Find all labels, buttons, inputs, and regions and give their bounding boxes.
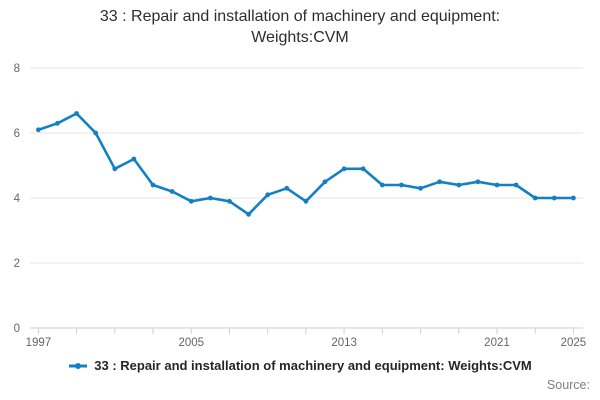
data-point: [74, 111, 79, 116]
chart-title-line1: 33 : Repair and installation of machiner…: [99, 8, 501, 25]
data-point: [360, 166, 366, 172]
x-tick-label: 2005: [178, 337, 204, 349]
data-point: [513, 182, 519, 188]
chart-title: 33 : Repair and installation of machiner…: [0, 6, 600, 48]
data-point: [532, 195, 538, 201]
y-tick-label: 4: [14, 193, 21, 205]
data-point: [379, 182, 385, 188]
data-point: [227, 198, 232, 204]
y-tick-label: 0: [14, 323, 20, 335]
data-point: [284, 185, 290, 191]
data-point: [112, 166, 118, 172]
x-tick-label: 2013: [331, 337, 357, 349]
data-point: [456, 182, 462, 188]
x-tick-label: 2025: [561, 337, 587, 349]
data-point: [571, 195, 576, 201]
y-tick-label: 6: [14, 128, 20, 140]
x-tick-label: 1997: [26, 337, 52, 349]
data-point: [475, 179, 481, 185]
data-point: [437, 179, 442, 185]
line-chart-plot-area: 0 2 4 6 8 1997 2005 2013 2021 2025: [14, 63, 587, 349]
data-point: [150, 182, 156, 188]
legend-line-marker-icon: [69, 362, 88, 369]
y-tick-label: 2: [14, 258, 20, 270]
data-point: [246, 211, 252, 217]
data-point: [188, 198, 194, 204]
legend-item[interactable]: 33 : Repair and installation of machiner…: [68, 358, 532, 373]
data-point: [169, 189, 175, 194]
data-point: [322, 179, 328, 185]
data-point: [494, 182, 500, 188]
data-point: [131, 156, 137, 162]
x-tick-label: 2021: [484, 337, 510, 349]
source-label: Source:: [546, 378, 590, 392]
data-point: [36, 127, 41, 133]
data-point: [551, 195, 557, 201]
data-point: [55, 120, 60, 126]
data-point: [341, 166, 347, 172]
y-tick-label: 8: [14, 63, 20, 75]
legend-label: 33 : Repair and installation of machiner…: [94, 358, 532, 373]
data-point: [93, 130, 99, 136]
data-point: [303, 198, 309, 204]
data-point: [399, 182, 404, 188]
data-point: [418, 185, 423, 191]
data-point: [265, 192, 271, 198]
legend: 33 : Repair and installation of machiner…: [0, 358, 600, 373]
chart-title-line2: Weights:CVM: [251, 29, 349, 46]
data-point: [208, 195, 213, 201]
